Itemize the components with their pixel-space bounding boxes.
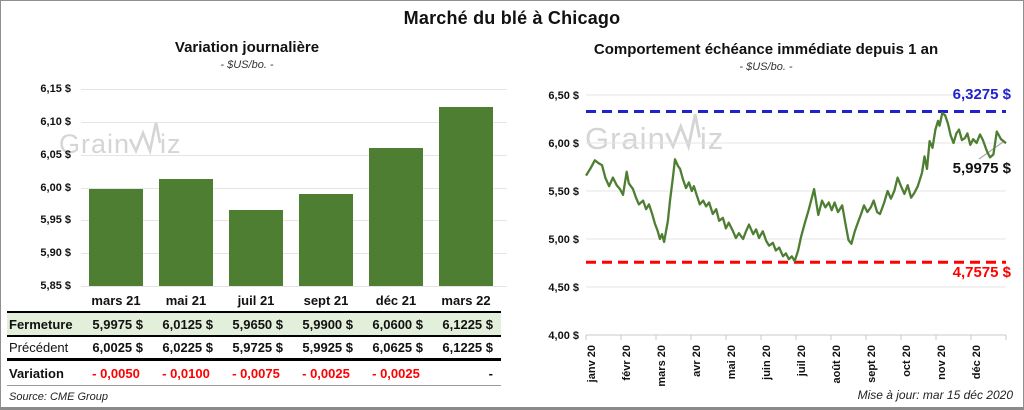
gridline	[81, 187, 507, 189]
price-table: mars 21 mai 21 juil 21 sept 21 déc 21 mars 22…	[7, 290, 501, 386]
front-month-panel: Comportement échéance immédiate depuis 1…	[513, 33, 1019, 407]
table-cell: - 0,0100	[151, 361, 221, 386]
grainwiz-watermark: Grain iz	[585, 111, 724, 154]
y-axis-tick: 4,50 $	[548, 282, 579, 294]
page-title: Marché du blé à Chicago	[403, 8, 621, 28]
watermark-text: Grain	[585, 121, 666, 156]
bar-chart: 6,15 $ 6,10 $ 6,05 $ 6,00 $ 5,95 $ 5,90 $ 5,85…	[7, 83, 507, 292]
zigzag-logo-icon	[664, 114, 701, 152]
table-cell: -	[431, 361, 501, 386]
bar-mai 21	[159, 179, 213, 286]
y-axis-tick: 5,00 $	[548, 234, 579, 246]
table-cell: 5,9725 $	[221, 337, 291, 361]
table-cell: 6,0025 $	[81, 337, 151, 361]
table-cell: 6,1225 $	[431, 313, 501, 337]
updated-note: Mise à jour: mar 15 déc 2020	[857, 388, 1013, 402]
row-label-prev: Précédent	[7, 337, 81, 361]
y-axis-tick: 6,05 $	[40, 148, 71, 161]
line-chart-title: Comportement échéance immédiate depuis 1…	[593, 41, 939, 58]
bar-juil 21	[229, 210, 283, 286]
gridline	[81, 253, 507, 255]
bar-mars 22	[439, 107, 493, 286]
label-leader-line	[978, 141, 1004, 160]
watermark-text: iz	[160, 129, 182, 159]
y-axis-tick: 6,50 $	[548, 90, 579, 102]
x-axis-label: févr 20	[621, 345, 633, 380]
gridline	[81, 154, 507, 156]
x-axis-label: mars 20	[656, 345, 668, 387]
col-header: juil 21	[221, 290, 291, 313]
y-axis-tick: 5,50 $	[548, 186, 579, 198]
bar-sept 21	[299, 194, 353, 286]
y-axis-tick: 5,90 $	[40, 247, 71, 260]
x-axis-label: juin 20	[761, 345, 773, 381]
line-chart: 6,50 $ 6,00 $ 5,50 $ 5,00 $ 4,50 $ 4,00 $ janv…	[548, 90, 1007, 387]
table-cell: 6,0625 $	[361, 337, 431, 361]
x-axis-label: juil 20	[796, 345, 808, 377]
table-cell: 5,9900 $	[291, 313, 361, 337]
table-cell: 5,9975 $	[81, 313, 151, 337]
source-note: Source: CME Group	[9, 391, 109, 403]
gridline	[81, 220, 507, 222]
min-price-label: 4,7575 $	[952, 264, 1011, 281]
y-axis-tick: 5,85 $	[40, 280, 71, 292]
x-axis-label: oct 20	[901, 345, 913, 377]
table-cell: - 0,0050	[81, 361, 151, 386]
x-axis-label: janv 20	[586, 345, 598, 383]
x-axis-label: mai 20	[726, 345, 738, 379]
table-corner	[7, 290, 81, 313]
bar-chart-title: Variation journalière	[174, 39, 320, 56]
y-axis-tick: 6,00 $	[548, 138, 579, 150]
y-axis-tick: 5,95 $	[40, 214, 71, 227]
y-axis-tick: 6,00 $	[40, 181, 71, 194]
row-label-close: Fermeture	[7, 313, 81, 337]
gridline	[81, 89, 507, 90]
table-cell: 6,0600 $	[361, 313, 431, 337]
y-axis-tick: 4,00 $	[548, 330, 579, 342]
line-chart-units: - $US/bo. -	[739, 61, 793, 73]
x-axis-label: avr 20	[691, 345, 703, 377]
bar-chart-units: - $US/bo. -	[220, 59, 274, 71]
bar-déc 21	[369, 148, 423, 286]
watermark-text: iz	[699, 121, 725, 156]
y-axis-tick: 6,10 $	[40, 115, 71, 128]
x-axis-label: sept 20	[866, 345, 878, 383]
y-axis-tick: 6,15 $	[40, 83, 71, 95]
x-axis-label: déc 20	[971, 345, 983, 379]
price-line	[585, 112, 1007, 263]
table-cell: - 0,0025	[361, 361, 431, 386]
gridline	[81, 121, 507, 123]
table-cell: 5,9650 $	[221, 313, 291, 337]
col-header: sept 21	[291, 290, 361, 313]
watermark-text: Grain	[59, 129, 131, 159]
table-cell: - 0,0025	[291, 361, 361, 386]
zigzag-logo-icon	[128, 121, 162, 156]
daily-variation-panel: Variation journalière - $US/bo. - Grain …	[7, 33, 513, 407]
x-axis-label: août 20	[831, 345, 843, 384]
table-cell: 6,0225 $	[151, 337, 221, 361]
last-price-label: 5,9975 $	[952, 160, 1011, 177]
table-cell: 6,1225 $	[431, 337, 501, 361]
table-cell: - 0,0075	[221, 361, 291, 386]
col-header: mars 22	[431, 290, 501, 313]
col-header: mars 21	[81, 290, 151, 313]
gridline	[81, 286, 507, 287]
col-header: mai 21	[151, 290, 221, 313]
x-axis-label: nov 20	[936, 345, 948, 380]
bar-mars 21	[89, 189, 143, 286]
table-cell: 5,9925 $	[291, 337, 361, 361]
table-cell: 6,0125 $	[151, 313, 221, 337]
col-header: déc 21	[361, 290, 431, 313]
max-price-label: 6,3275 $	[952, 86, 1011, 103]
row-label-chg: Variation	[7, 361, 81, 386]
grainwiz-watermark: Grain iz	[59, 119, 182, 158]
